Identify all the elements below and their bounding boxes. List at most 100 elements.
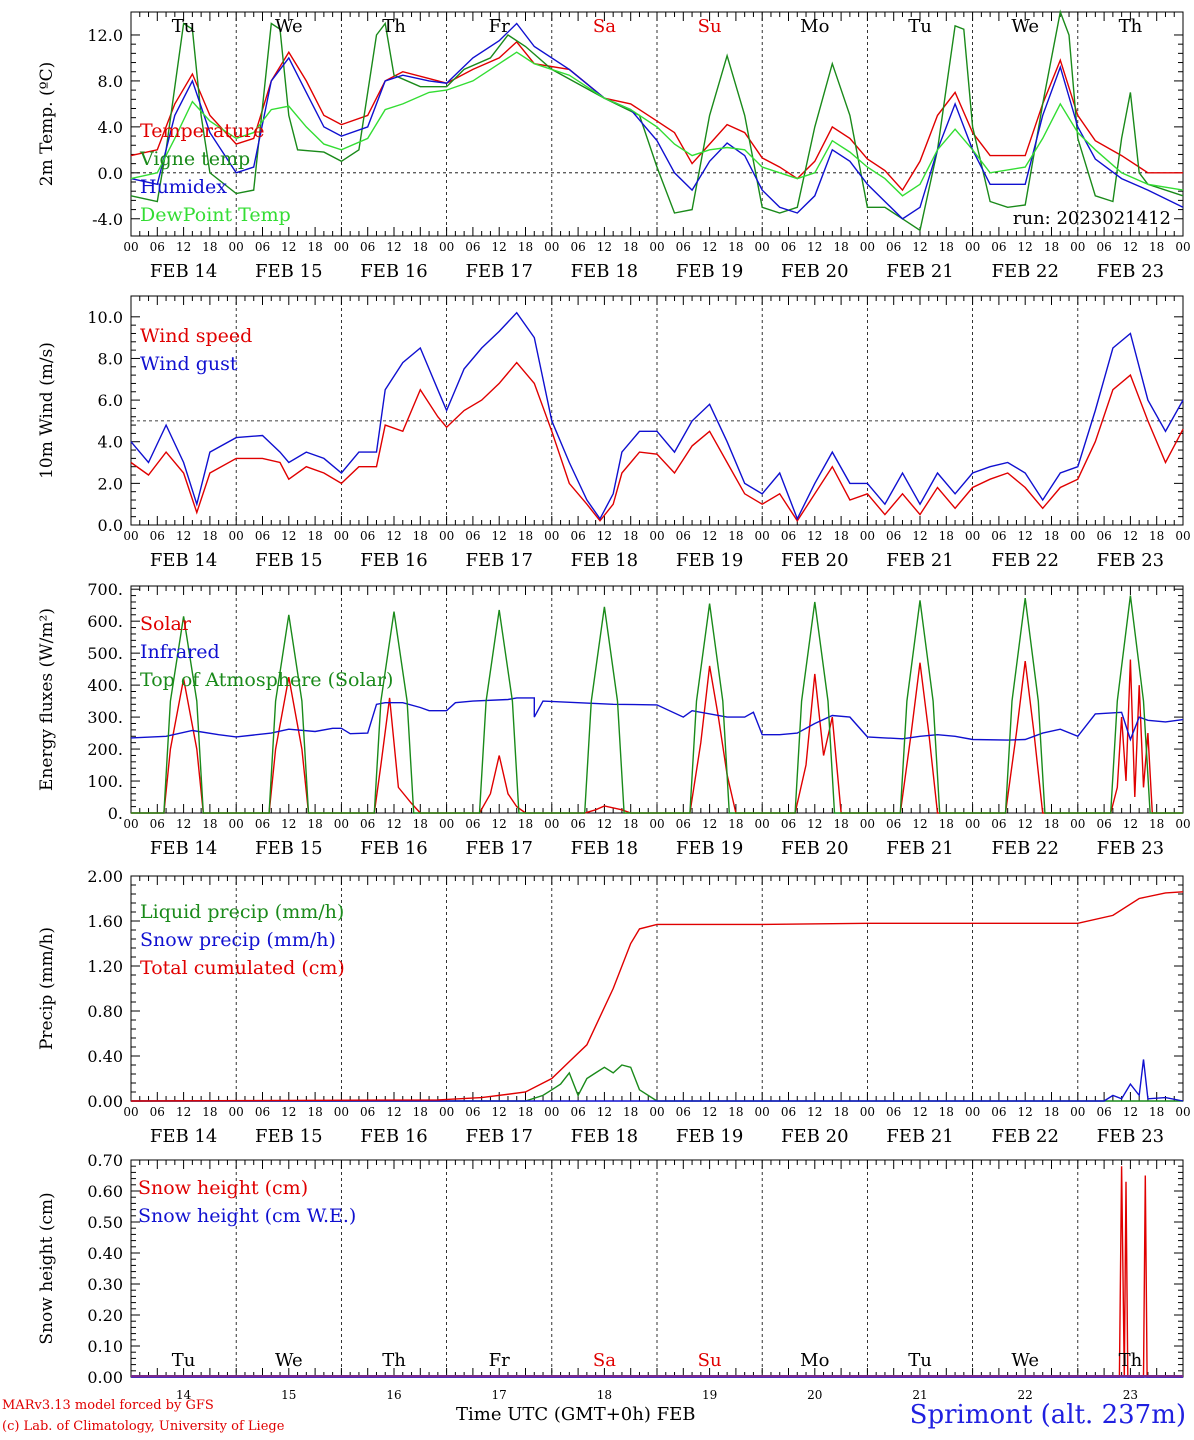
date-label: FEB 16 xyxy=(360,550,427,571)
day-number-label: 20 xyxy=(807,1388,822,1402)
y-tick-label: 2.00 xyxy=(87,867,123,886)
date-label: FEB 20 xyxy=(781,550,848,571)
day-name-label: Mo xyxy=(800,1350,829,1371)
y-tick-label: 0.0 xyxy=(98,164,123,183)
hour-tick-label: 12 xyxy=(1123,529,1138,543)
y-tick-label: 0.30 xyxy=(87,1275,123,1294)
hour-tick-label: 12 xyxy=(912,240,927,254)
hour-tick-label: 00 xyxy=(123,1105,138,1119)
date-label: FEB 20 xyxy=(781,1126,848,1147)
date-label: FEB 22 xyxy=(991,1126,1058,1147)
hour-tick-label: 12 xyxy=(281,529,296,543)
day-name-label: Th xyxy=(382,1350,406,1371)
date-label: FEB 18 xyxy=(571,838,638,859)
hour-tick-label: 00 xyxy=(334,529,349,543)
station-name: Sprimont (alt. 237m) xyxy=(909,1400,1186,1430)
hour-tick-label: 00 xyxy=(439,529,454,543)
date-label: FEB 23 xyxy=(1097,550,1164,571)
hour-tick-label: 00 xyxy=(229,1105,244,1119)
hour-tick-label: 18 xyxy=(202,1105,217,1119)
day-number-label: 19 xyxy=(702,1388,717,1402)
hour-tick-label: 06 xyxy=(1096,240,1111,254)
y-tick-label: 1.20 xyxy=(87,957,123,976)
hour-tick-label: 06 xyxy=(1096,529,1111,543)
day-number-label: 17 xyxy=(492,1388,507,1402)
hour-tick-label: 12 xyxy=(281,817,296,831)
hour-tick-label: 00 xyxy=(1070,1105,1085,1119)
day-name-label: Tu xyxy=(172,16,196,37)
hour-tick-label: 00 xyxy=(439,1105,454,1119)
y-tick-label: 0.20 xyxy=(87,1306,123,1325)
day-name-label: Sa xyxy=(593,1350,616,1371)
series-line-snow-precip-mm-h- xyxy=(131,1059,1184,1102)
y-tick-label: 10.0 xyxy=(87,308,123,327)
date-label: FEB 23 xyxy=(1097,1126,1164,1147)
day-name-label: Tu xyxy=(172,1350,196,1371)
hour-tick-label: 12 xyxy=(176,817,191,831)
hour-tick-label: 12 xyxy=(1123,817,1138,831)
hour-tick-label: 06 xyxy=(781,240,796,254)
series-line-temperature xyxy=(130,40,1183,192)
hour-tick-label: 12 xyxy=(912,529,927,543)
series-line-total-cumulated-cm- xyxy=(130,891,1184,1102)
lab-credit: (c) Lab. of Climatology, University of L… xyxy=(2,1419,285,1434)
hour-tick-label: 00 xyxy=(544,529,559,543)
hour-tick-label: 18 xyxy=(939,817,954,831)
day-name-label: We xyxy=(275,1350,303,1371)
hour-tick-label: 12 xyxy=(807,1105,822,1119)
hour-tick-label: 06 xyxy=(676,529,691,543)
hour-tick-label: 06 xyxy=(150,1105,165,1119)
hour-tick-label: 00 xyxy=(334,1105,349,1119)
hour-tick-label: 00 xyxy=(1175,529,1190,543)
hour-tick-label: 18 xyxy=(833,529,848,543)
date-label: FEB 14 xyxy=(150,1126,217,1147)
hour-tick-label: 00 xyxy=(860,1105,875,1119)
y-tick-label: 1.60 xyxy=(87,912,123,931)
hour-tick-label: 18 xyxy=(728,817,743,831)
hour-tick-label: 18 xyxy=(939,240,954,254)
hour-tick-label: 12 xyxy=(702,817,717,831)
y-tick-label: 2.0 xyxy=(98,474,123,493)
hour-tick-label: 12 xyxy=(807,817,822,831)
day-name-label: Tu xyxy=(908,16,932,37)
day-name-label: Th xyxy=(1119,16,1143,37)
date-label: FEB 21 xyxy=(886,261,953,282)
date-label: FEB 20 xyxy=(781,261,848,282)
hour-tick-label: 06 xyxy=(255,1105,270,1119)
day-name-label: Th xyxy=(1119,1350,1143,1371)
date-label: FEB 21 xyxy=(886,838,953,859)
date-label: FEB 16 xyxy=(360,261,427,282)
legend-entry: Infrared xyxy=(140,641,220,663)
hour-tick-label: 12 xyxy=(912,817,927,831)
date-label: FEB 18 xyxy=(571,261,638,282)
hour-tick-label: 12 xyxy=(176,240,191,254)
hour-tick-label: 18 xyxy=(202,240,217,254)
day-number-label: 14 xyxy=(176,1388,192,1402)
day-number-label: 18 xyxy=(597,1388,612,1402)
date-label: FEB 15 xyxy=(255,838,322,859)
series-line-wind-gust xyxy=(130,311,1184,521)
hour-tick-label: 12 xyxy=(386,529,401,543)
hour-tick-label: 06 xyxy=(991,240,1006,254)
hour-tick-label: 18 xyxy=(939,1105,954,1119)
hour-tick-label: 12 xyxy=(281,240,296,254)
day-number-label: 22 xyxy=(1018,1388,1033,1402)
hour-tick-label: 12 xyxy=(492,240,507,254)
legend-entry: Solar xyxy=(140,613,192,635)
y-tick-label: 4.0 xyxy=(98,118,123,137)
date-label: FEB 15 xyxy=(255,261,322,282)
legend-entry: Snow height (cm W.E.) xyxy=(138,1205,356,1227)
y-tick-label: 0.40 xyxy=(87,1244,123,1263)
y-axis-label: Energy fluxes (W/m²) xyxy=(37,608,57,791)
date-label: FEB 14 xyxy=(150,838,217,859)
hour-tick-label: 12 xyxy=(386,240,401,254)
date-label: FEB 16 xyxy=(360,838,427,859)
hour-tick-label: 06 xyxy=(150,817,165,831)
hour-tick-label: 12 xyxy=(176,529,191,543)
hour-tick-label: 18 xyxy=(728,1105,743,1119)
y-tick-label: 0.80 xyxy=(87,1002,123,1021)
hour-tick-label: 12 xyxy=(492,529,507,543)
date-label: FEB 19 xyxy=(676,261,743,282)
y-axis-label: Snow height (cm) xyxy=(37,1192,57,1344)
